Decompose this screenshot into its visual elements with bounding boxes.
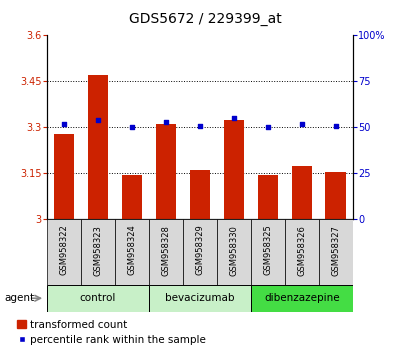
Bar: [189, 170, 209, 219]
Point: [264, 125, 270, 130]
Bar: [81, 219, 115, 285]
Point: [162, 119, 169, 125]
Bar: [121, 175, 142, 219]
Bar: [182, 219, 216, 285]
Bar: [291, 166, 311, 219]
Bar: [115, 219, 148, 285]
Text: GSM958327: GSM958327: [330, 225, 339, 276]
Point: [94, 117, 101, 123]
Text: GSM958326: GSM958326: [297, 225, 306, 276]
Text: GSM958325: GSM958325: [263, 225, 272, 275]
Bar: [216, 219, 250, 285]
Bar: [148, 219, 182, 285]
Text: control: control: [80, 293, 116, 303]
Point: [61, 121, 67, 127]
Text: agent: agent: [4, 293, 34, 303]
Bar: [54, 133, 74, 219]
Bar: [250, 219, 284, 285]
Text: bevacizumab: bevacizumab: [165, 293, 234, 303]
Text: GDS5672 / 229399_at: GDS5672 / 229399_at: [128, 12, 281, 27]
Bar: [318, 219, 352, 285]
Bar: [148, 285, 250, 312]
Point: [332, 123, 338, 129]
Point: [230, 115, 236, 121]
Point: [298, 121, 304, 127]
Text: GSM958330: GSM958330: [229, 225, 238, 276]
Bar: [47, 285, 148, 312]
Point: [128, 125, 135, 130]
Text: dibenzazepine: dibenzazepine: [263, 293, 339, 303]
Bar: [155, 124, 176, 219]
Text: GSM958329: GSM958329: [195, 225, 204, 275]
Bar: [284, 219, 318, 285]
Bar: [250, 285, 352, 312]
Bar: [47, 219, 81, 285]
Text: GSM958324: GSM958324: [127, 225, 136, 275]
Point: [196, 123, 203, 129]
Legend: transformed count, percentile rank within the sample: transformed count, percentile rank withi…: [17, 320, 205, 345]
Bar: [88, 75, 108, 219]
Bar: [257, 175, 277, 219]
Bar: [223, 120, 243, 219]
Text: GSM958328: GSM958328: [161, 225, 170, 276]
Text: GSM958323: GSM958323: [93, 225, 102, 276]
Bar: [325, 172, 345, 219]
Text: GSM958322: GSM958322: [59, 225, 68, 275]
